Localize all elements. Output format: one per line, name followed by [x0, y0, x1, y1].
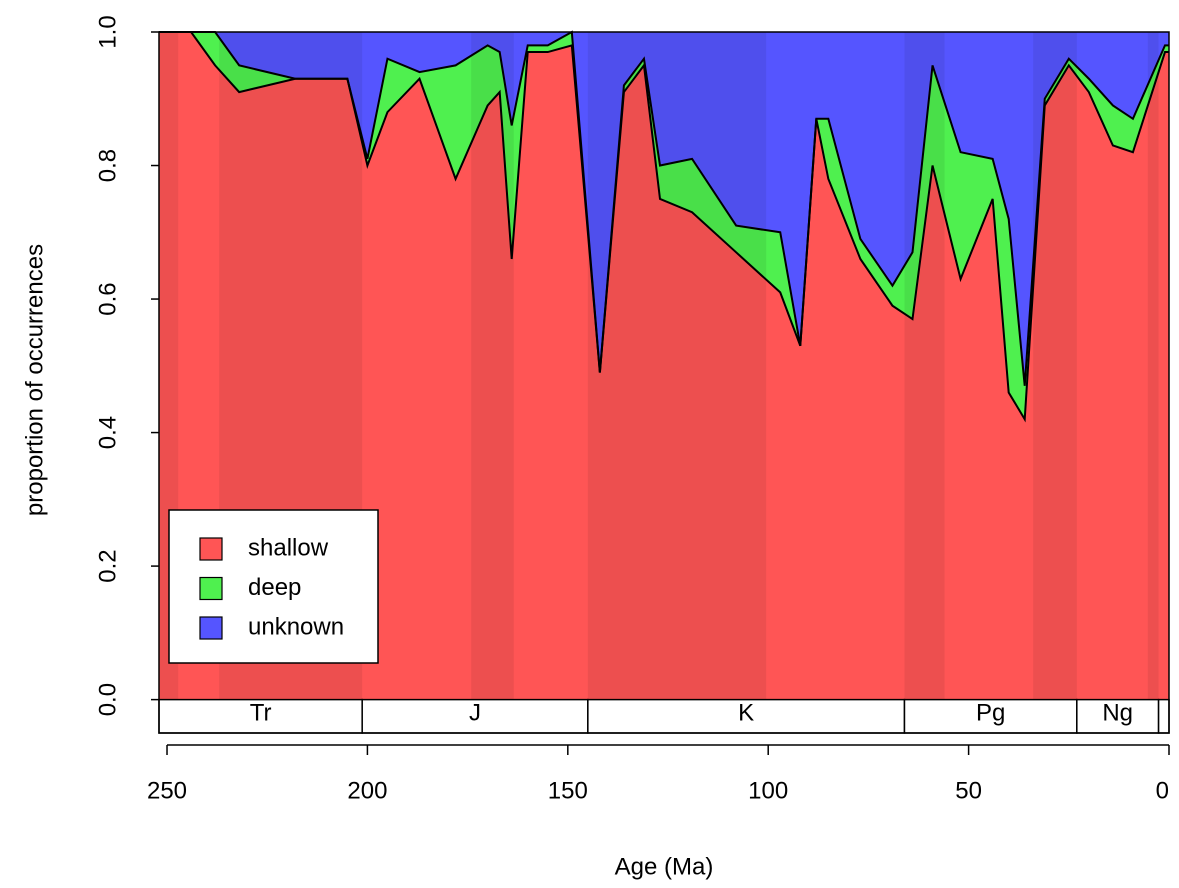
area-boundary [159, 31, 1169, 423]
area-unknown [159, 32, 1169, 386]
stage-band [587, 32, 767, 700]
plot-frame [158, 31, 1170, 734]
period-label: Tr [250, 700, 272, 727]
period-label: K [738, 700, 754, 727]
stage-band [1147, 32, 1159, 700]
x-tick-label: 200 [347, 777, 387, 804]
x-tick-label: 100 [748, 777, 788, 804]
period-label: Ng [1102, 700, 1133, 727]
y-tick-label: 0.2 [94, 549, 121, 582]
x-tick-label: 250 [147, 777, 187, 804]
y-tick-label: 0.4 [94, 416, 121, 449]
legend-swatch [199, 537, 223, 561]
x-axis-label: Age (Ma) [615, 853, 714, 880]
legend-swatch [199, 616, 223, 640]
legend-label: shallow [248, 534, 329, 561]
x-tick-label: 0 [1156, 777, 1169, 804]
stage-band [471, 32, 514, 700]
period-box [158, 698, 363, 734]
y-tick-label: 0.0 [94, 683, 121, 716]
x-tick-label: 150 [548, 777, 588, 804]
stage-band [1033, 32, 1077, 700]
area-shallow [159, 32, 1169, 700]
y-axis-label: proportion of occurrences [21, 244, 48, 516]
legend-label: unknown [248, 613, 344, 640]
y-tick-label: 1.0 [94, 15, 121, 48]
y-tick-label: 0.6 [94, 282, 121, 315]
period-box [1157, 698, 1170, 734]
period-label: Pg [976, 700, 1005, 727]
area-boundary [159, 30, 1169, 386]
legend-swatch [199, 576, 223, 601]
y-tick-label: 0.8 [94, 149, 121, 182]
period-box [361, 698, 589, 734]
period-box [903, 698, 1078, 734]
period-label: J [469, 700, 481, 727]
legend-label: deep [248, 574, 301, 601]
legend: shallow deep unknown [168, 509, 379, 664]
x-tick-label: 50 [955, 777, 982, 804]
